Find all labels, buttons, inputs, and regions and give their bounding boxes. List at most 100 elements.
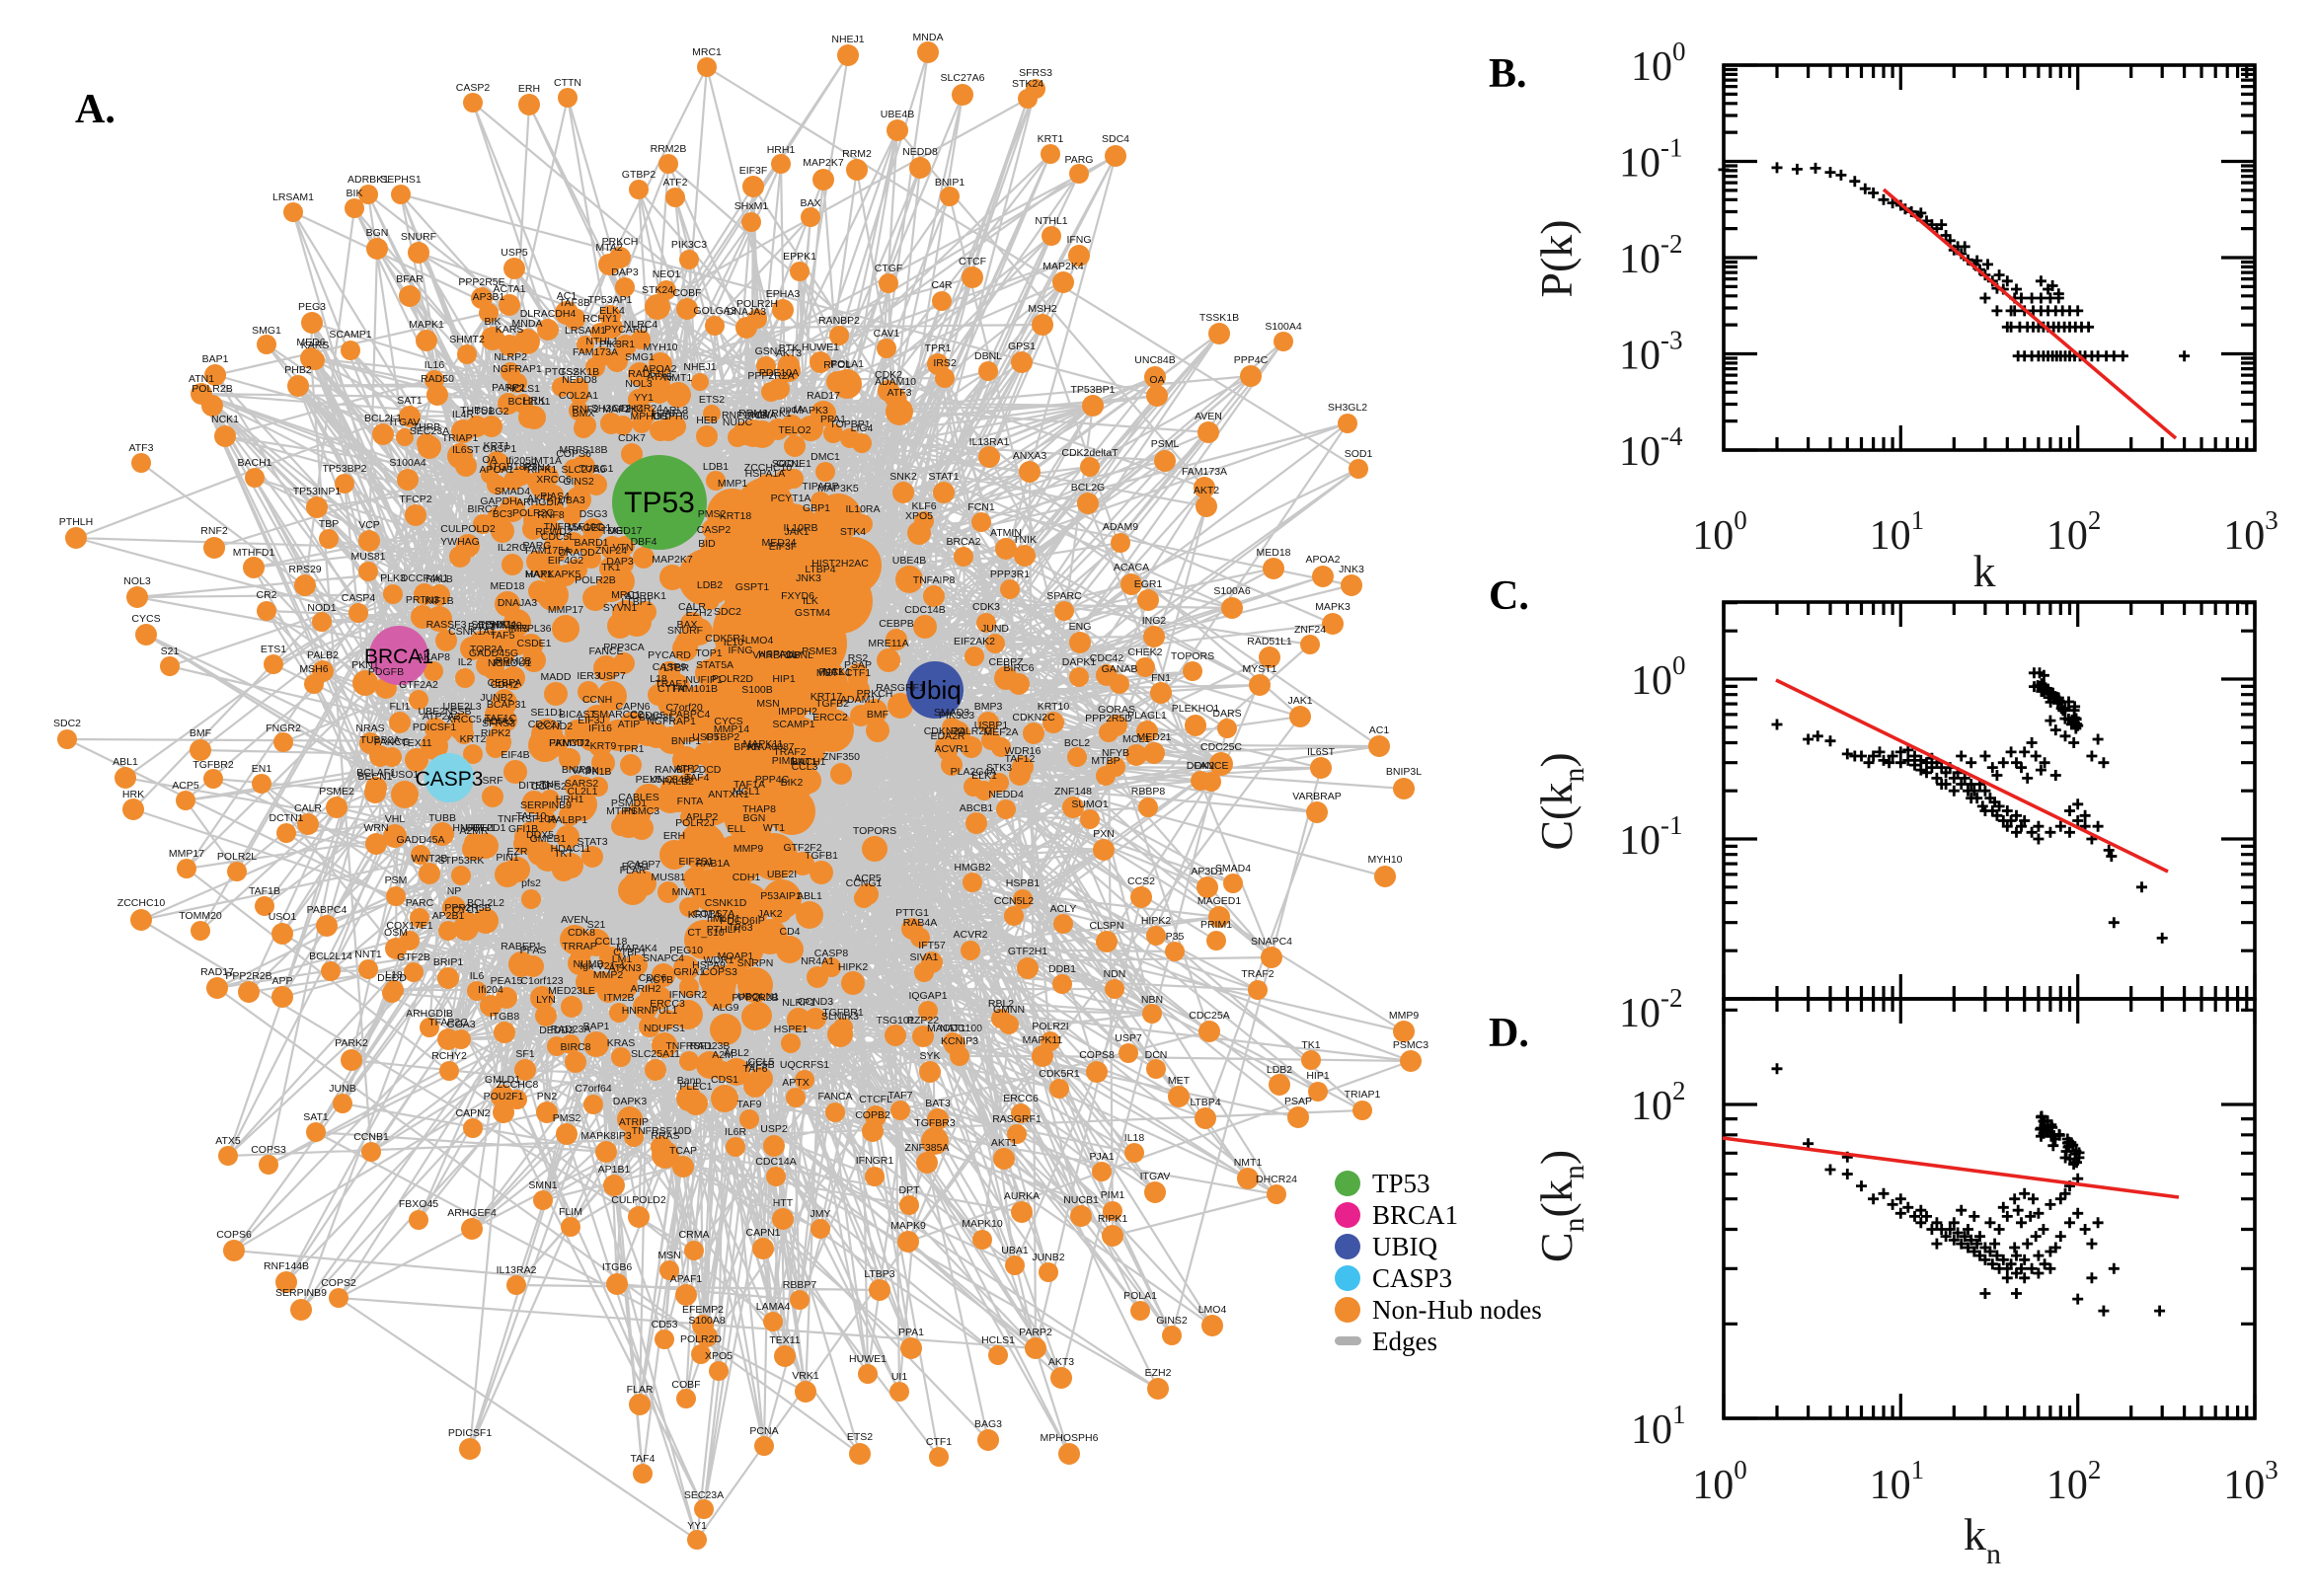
svg-text:PRKCH: PRKCH: [602, 236, 639, 248]
svg-text:S21: S21: [161, 646, 180, 657]
svg-text:JUND: JUND: [981, 623, 1009, 635]
svg-text:ETS2: ETS2: [847, 1431, 873, 1443]
svg-text:ARHGDIA: ARHGDIA: [516, 496, 564, 508]
svg-text:MAPK8IP3: MAPK8IP3: [580, 1130, 632, 1142]
svg-text:IL6ST: IL6ST: [452, 444, 481, 456]
svg-text:Edges: Edges: [1372, 1327, 1437, 1356]
svg-text:KIAA0087: KIAA0087: [747, 741, 794, 753]
svg-text:TOMM20: TOMM20: [479, 620, 522, 632]
svg-text:TP53: TP53: [1372, 1169, 1430, 1198]
svg-text:NCI1: NCI1: [488, 657, 511, 669]
svg-text:LRSAM1: LRSAM1: [272, 191, 314, 203]
svg-text:GANAB: GANAB: [1102, 663, 1138, 675]
svg-text:TK1: TK1: [1301, 1039, 1320, 1051]
svg-text:MAPK3: MAPK3: [1315, 601, 1351, 613]
svg-text:TRIAP1: TRIAP1: [1345, 1089, 1381, 1101]
svg-text:CDC27: CDC27: [528, 719, 563, 730]
svg-text:WT1: WT1: [763, 822, 785, 834]
svg-text:DBF4: DBF4: [631, 536, 657, 548]
svg-text:BMF: BMF: [867, 709, 888, 721]
svg-text:FXYD6: FXYD6: [781, 590, 814, 602]
svg-text:HRH1: HRH1: [767, 144, 796, 156]
svg-text:PTHLH: PTHLH: [59, 516, 93, 528]
svg-text:COL2A1: COL2A1: [559, 390, 598, 402]
svg-text:TBP: TBP: [319, 518, 339, 530]
svg-text:GTF2A2: GTF2A2: [399, 679, 438, 691]
svg-text:MCL1: MCL1: [733, 786, 760, 798]
svg-text:ELK1: ELK1: [971, 770, 997, 782]
svg-text:MNDA: MNDA: [512, 318, 543, 330]
svg-text:FAM173A: FAM173A: [573, 346, 618, 358]
svg-text:UBQLN1: UBQLN1: [737, 991, 779, 1003]
svg-text:CYCS: CYCS: [714, 716, 742, 727]
svg-text:EZH2: EZH2: [686, 607, 713, 619]
svg-text:MET: MET: [816, 667, 839, 679]
svg-text:CSNK1A1: CSNK1A1: [448, 626, 496, 638]
svg-text:ELK4: ELK4: [599, 305, 625, 317]
svg-text:EFEMP2: EFEMP2: [682, 1304, 724, 1316]
svg-text:XRCC6: XRCC6: [536, 474, 572, 486]
svg-text:BCL2L2: BCL2L2: [467, 897, 504, 909]
svg-text:NDUFS1: NDUFS1: [644, 1023, 685, 1034]
svg-text:XRCC5: XRCC5: [446, 714, 482, 725]
svg-text:SLC25A11: SLC25A11: [631, 1048, 680, 1060]
svg-text:HNRNPUL1: HNRNPUL1: [622, 1005, 678, 1017]
svg-text:NUMB: NUMB: [574, 958, 604, 970]
svg-text:MAGED1: MAGED1: [1197, 895, 1242, 907]
svg-text:PRIM1: PRIM1: [1200, 919, 1232, 931]
svg-text:A.: A.: [75, 87, 116, 132]
svg-text:TRRAP: TRRAP: [562, 941, 597, 952]
svg-text:CD4: CD4: [779, 926, 800, 938]
svg-text:PPP2R5E: PPP2R5E: [458, 276, 504, 288]
svg-text:KARS: KARS: [496, 324, 524, 336]
svg-text:CSDE1: CSDE1: [516, 638, 551, 649]
svg-text:CSNK1D: CSNK1D: [705, 897, 747, 909]
svg-text:FANCA: FANCA: [817, 1091, 852, 1102]
svg-text:A2MR: A2MR: [459, 825, 489, 837]
svg-text:BMX: BMX: [573, 408, 595, 419]
svg-text:PSME2: PSME2: [319, 786, 354, 798]
svg-text:Ifi204: Ifi204: [478, 984, 503, 996]
svg-text:COX17E1: COX17E1: [386, 920, 432, 932]
svg-text:RAD50: RAD50: [421, 373, 454, 385]
svg-text:NEDD8: NEDD8: [562, 374, 597, 386]
svg-text:ADAM10: ADAM10: [875, 376, 916, 388]
svg-text:FANCE: FANCE: [588, 646, 623, 657]
svg-text:APOA1: APOA1: [479, 464, 513, 476]
svg-text:CASP7: CASP7: [627, 859, 661, 871]
svg-text:MEF2A: MEF2A: [983, 726, 1018, 738]
svg-text:GORAS: GORAS: [1098, 704, 1135, 716]
svg-text:PMS2: PMS2: [553, 1112, 581, 1124]
svg-text:CASP1: CASP1: [483, 443, 517, 455]
svg-text:CASP9: CASP9: [653, 661, 687, 673]
svg-text:UI1: UI1: [891, 1371, 908, 1383]
svg-text:MRC1: MRC1: [692, 46, 722, 58]
svg-text:TAF4: TAF4: [631, 1453, 656, 1465]
svg-text:APAF1: APAF1: [670, 1273, 703, 1285]
svg-text:ADAM9: ADAM9: [1103, 521, 1138, 533]
svg-text:TP63: TP63: [728, 922, 752, 934]
svg-text:IMPDH2: IMPDH2: [778, 706, 817, 718]
svg-text:VRK1: VRK1: [792, 1370, 819, 1382]
svg-text:FANCE: FANCE: [1194, 760, 1228, 772]
svg-text:TGFBR3: TGFBR3: [914, 1117, 956, 1129]
svg-text:TAF12: TAF12: [1005, 753, 1036, 765]
svg-text:CASP4: CASP4: [342, 592, 376, 604]
svg-text:WRN: WRN: [363, 822, 388, 834]
svg-text:DCCP4K1: DCCP4K1: [401, 572, 449, 584]
svg-text:CCNH: CCNH: [582, 694, 612, 706]
svg-text:MSH2: MSH2: [1028, 303, 1056, 315]
svg-text:EIF2AK2: EIF2AK2: [954, 636, 995, 647]
svg-text:CASP8: CASP8: [814, 948, 849, 959]
svg-text:BNIP3: BNIP3: [562, 764, 592, 776]
svg-text:CYCS: CYCS: [131, 613, 160, 625]
svg-text:TPR1: TPR1: [618, 743, 645, 755]
svg-text:RCHY1: RCHY1: [582, 313, 618, 325]
svg-text:CASP3: CASP3: [416, 768, 484, 791]
svg-text:ERCC2: ERCC2: [812, 712, 848, 723]
svg-text:COPS6: COPS6: [216, 1229, 252, 1241]
svg-text:NCK1: NCK1: [823, 666, 851, 678]
svg-text:BGN: BGN: [743, 812, 766, 824]
svg-text:NEDD4: NEDD4: [988, 789, 1024, 800]
svg-text:P53AIP1: P53AIP1: [760, 890, 802, 902]
